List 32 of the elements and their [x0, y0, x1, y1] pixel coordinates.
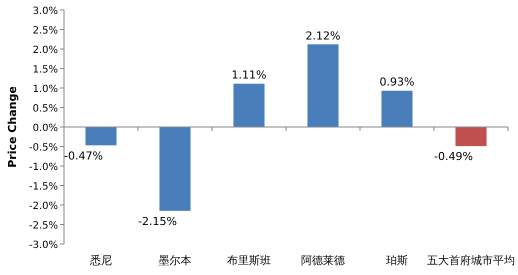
y-tick-label: -1.0% [28, 162, 58, 173]
y-tick-label: 0.5% [32, 104, 58, 114]
y-tick-label: 1.0% [32, 84, 58, 95]
y-tick-label: -0.5% [28, 142, 58, 154]
bar [455, 127, 487, 146]
data-label: 1.11% [232, 68, 266, 82]
x-tick-label: 阿德莱德 [301, 254, 345, 267]
data-label: 2.12% [306, 29, 340, 42]
data-label: -0.47% [64, 149, 103, 162]
y-tick-label: 1.5% [32, 64, 58, 76]
x-tick-label: 悉尼 [89, 254, 112, 267]
y-tick-label: 0.0% [32, 123, 58, 134]
x-tick-label: 珀斯 [386, 254, 408, 267]
bar [307, 44, 339, 127]
x-tick-label: 布里斯班 [227, 254, 271, 267]
bar [233, 84, 265, 127]
y-tick-label: 2.0% [32, 45, 58, 56]
bar [381, 90, 413, 127]
y-tick-label: -3.0% [28, 240, 58, 251]
x-tick-label: 五大首府城市平均 [427, 254, 515, 267]
y-tick-label: 3.0% [32, 6, 58, 17]
bar [85, 127, 117, 146]
y-tick-label: -1.5% [28, 182, 58, 192]
bar [159, 127, 191, 211]
y-axis-title: Price Change [6, 86, 19, 168]
x-tick-label: 墨尔本 [158, 254, 192, 267]
y-tick-label: 2.5% [32, 26, 58, 36]
data-label: -0.49% [434, 150, 473, 164]
y-tick-label: -2.0% [28, 201, 58, 212]
data-label: 0.93% [380, 76, 414, 89]
data-label: -2.15% [138, 214, 177, 228]
y-tick-label: -2.5% [28, 220, 58, 232]
